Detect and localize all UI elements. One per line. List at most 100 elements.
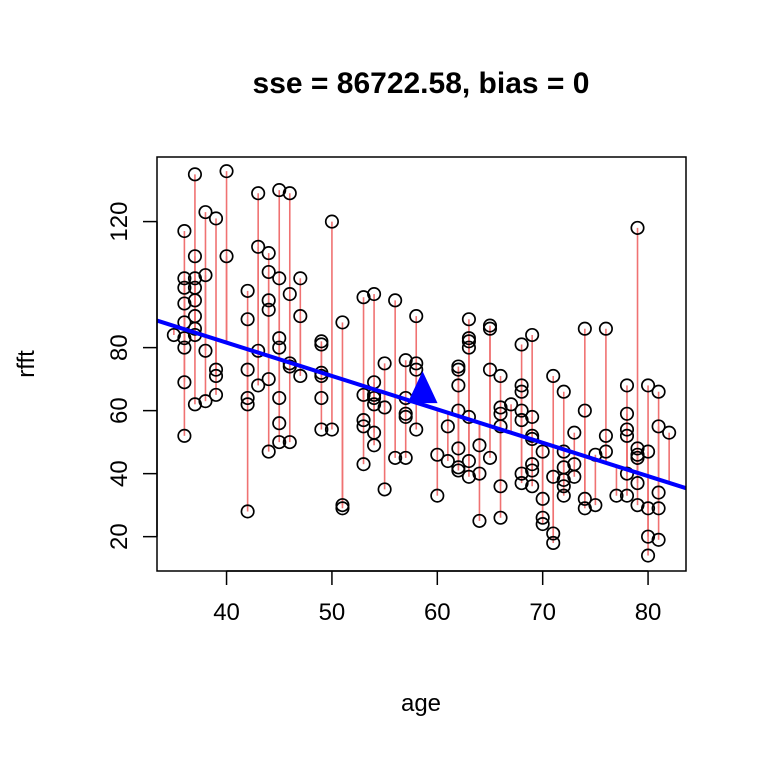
data-point	[335, 315, 350, 330]
data-point	[662, 425, 677, 440]
data-point	[461, 340, 476, 355]
data-point	[177, 428, 192, 443]
data-point	[451, 463, 466, 478]
data-point	[377, 482, 392, 497]
data-point	[293, 309, 308, 324]
data-point	[525, 457, 540, 472]
data-point	[567, 469, 582, 484]
data-point	[187, 293, 202, 308]
data-point	[198, 394, 213, 409]
data-point	[482, 450, 498, 465]
data-point	[472, 438, 487, 453]
data-point	[219, 249, 234, 264]
data-point	[577, 491, 592, 506]
data-point	[398, 409, 413, 424]
fit-line	[156, 318, 687, 491]
x-tick-label: 80	[635, 599, 662, 626]
data-point	[356, 419, 371, 434]
x-tick-label: 60	[424, 599, 451, 626]
data-point	[440, 453, 455, 469]
data-point	[356, 457, 371, 472]
data-point	[261, 372, 276, 387]
data-point	[240, 390, 255, 406]
data-point	[651, 419, 666, 434]
data-point	[451, 441, 466, 456]
data-point	[493, 479, 508, 494]
data-point	[187, 167, 202, 182]
data-point	[367, 287, 382, 302]
y-tick-label: 60	[106, 397, 133, 424]
data-point	[641, 444, 656, 459]
data-point	[409, 309, 424, 324]
data-point	[388, 450, 403, 465]
data-point	[261, 264, 276, 280]
data-point	[398, 450, 413, 465]
data-point	[356, 413, 371, 428]
y-axis-label: rfft	[13, 350, 40, 378]
data-point	[251, 186, 266, 201]
data-point	[293, 271, 308, 286]
data-point	[240, 283, 255, 298]
data-point	[198, 205, 213, 220]
data-point	[514, 337, 529, 352]
data-point	[630, 220, 645, 235]
data-point	[588, 498, 603, 513]
data-point	[367, 438, 382, 453]
data-point	[598, 321, 613, 336]
data-point	[187, 249, 202, 264]
data-point	[367, 390, 382, 406]
data-point	[461, 334, 476, 349]
data-point	[546, 368, 561, 384]
y-tick-label: 40	[106, 460, 133, 487]
data-point	[430, 488, 445, 503]
data-point	[567, 425, 582, 440]
data-point	[535, 491, 550, 506]
data-point	[546, 535, 561, 551]
data-point	[651, 384, 666, 399]
data-point	[651, 501, 666, 516]
data-point	[377, 356, 392, 371]
data-point	[651, 485, 666, 500]
data-point	[440, 419, 455, 434]
data-point	[409, 422, 424, 437]
data-point	[282, 186, 297, 201]
data-point	[577, 321, 592, 336]
data-point	[609, 488, 624, 503]
data-point	[514, 378, 529, 393]
data-point	[514, 384, 529, 399]
data-point	[261, 246, 276, 261]
data-point	[493, 510, 508, 525]
data-point	[293, 368, 308, 384]
data-point	[525, 479, 540, 494]
data-point	[314, 422, 329, 437]
data-point	[219, 164, 234, 179]
data-point	[430, 447, 445, 462]
data-point	[535, 517, 550, 532]
y-axis: 20 40 60 80 120	[106, 202, 158, 550]
data-point	[208, 368, 224, 384]
data-point	[461, 453, 476, 469]
data-point	[198, 343, 213, 358]
data-point	[272, 271, 287, 286]
data-point	[619, 406, 635, 421]
data-point	[272, 435, 287, 450]
data-point	[482, 321, 498, 336]
data-point	[208, 387, 224, 402]
data-point	[525, 327, 540, 343]
data-point	[261, 293, 276, 308]
data-point	[177, 375, 192, 390]
data-point	[388, 293, 403, 308]
data-point	[525, 463, 540, 478]
x-tick-label: 40	[213, 599, 240, 626]
data-point	[630, 476, 645, 491]
data-point	[482, 362, 498, 377]
data-point	[546, 526, 561, 541]
data-points	[166, 164, 677, 563]
data-point	[535, 510, 550, 525]
data-point	[314, 337, 329, 352]
data-point	[335, 501, 350, 516]
data-point	[651, 532, 666, 547]
data-point	[525, 409, 540, 424]
data-point	[324, 214, 339, 229]
